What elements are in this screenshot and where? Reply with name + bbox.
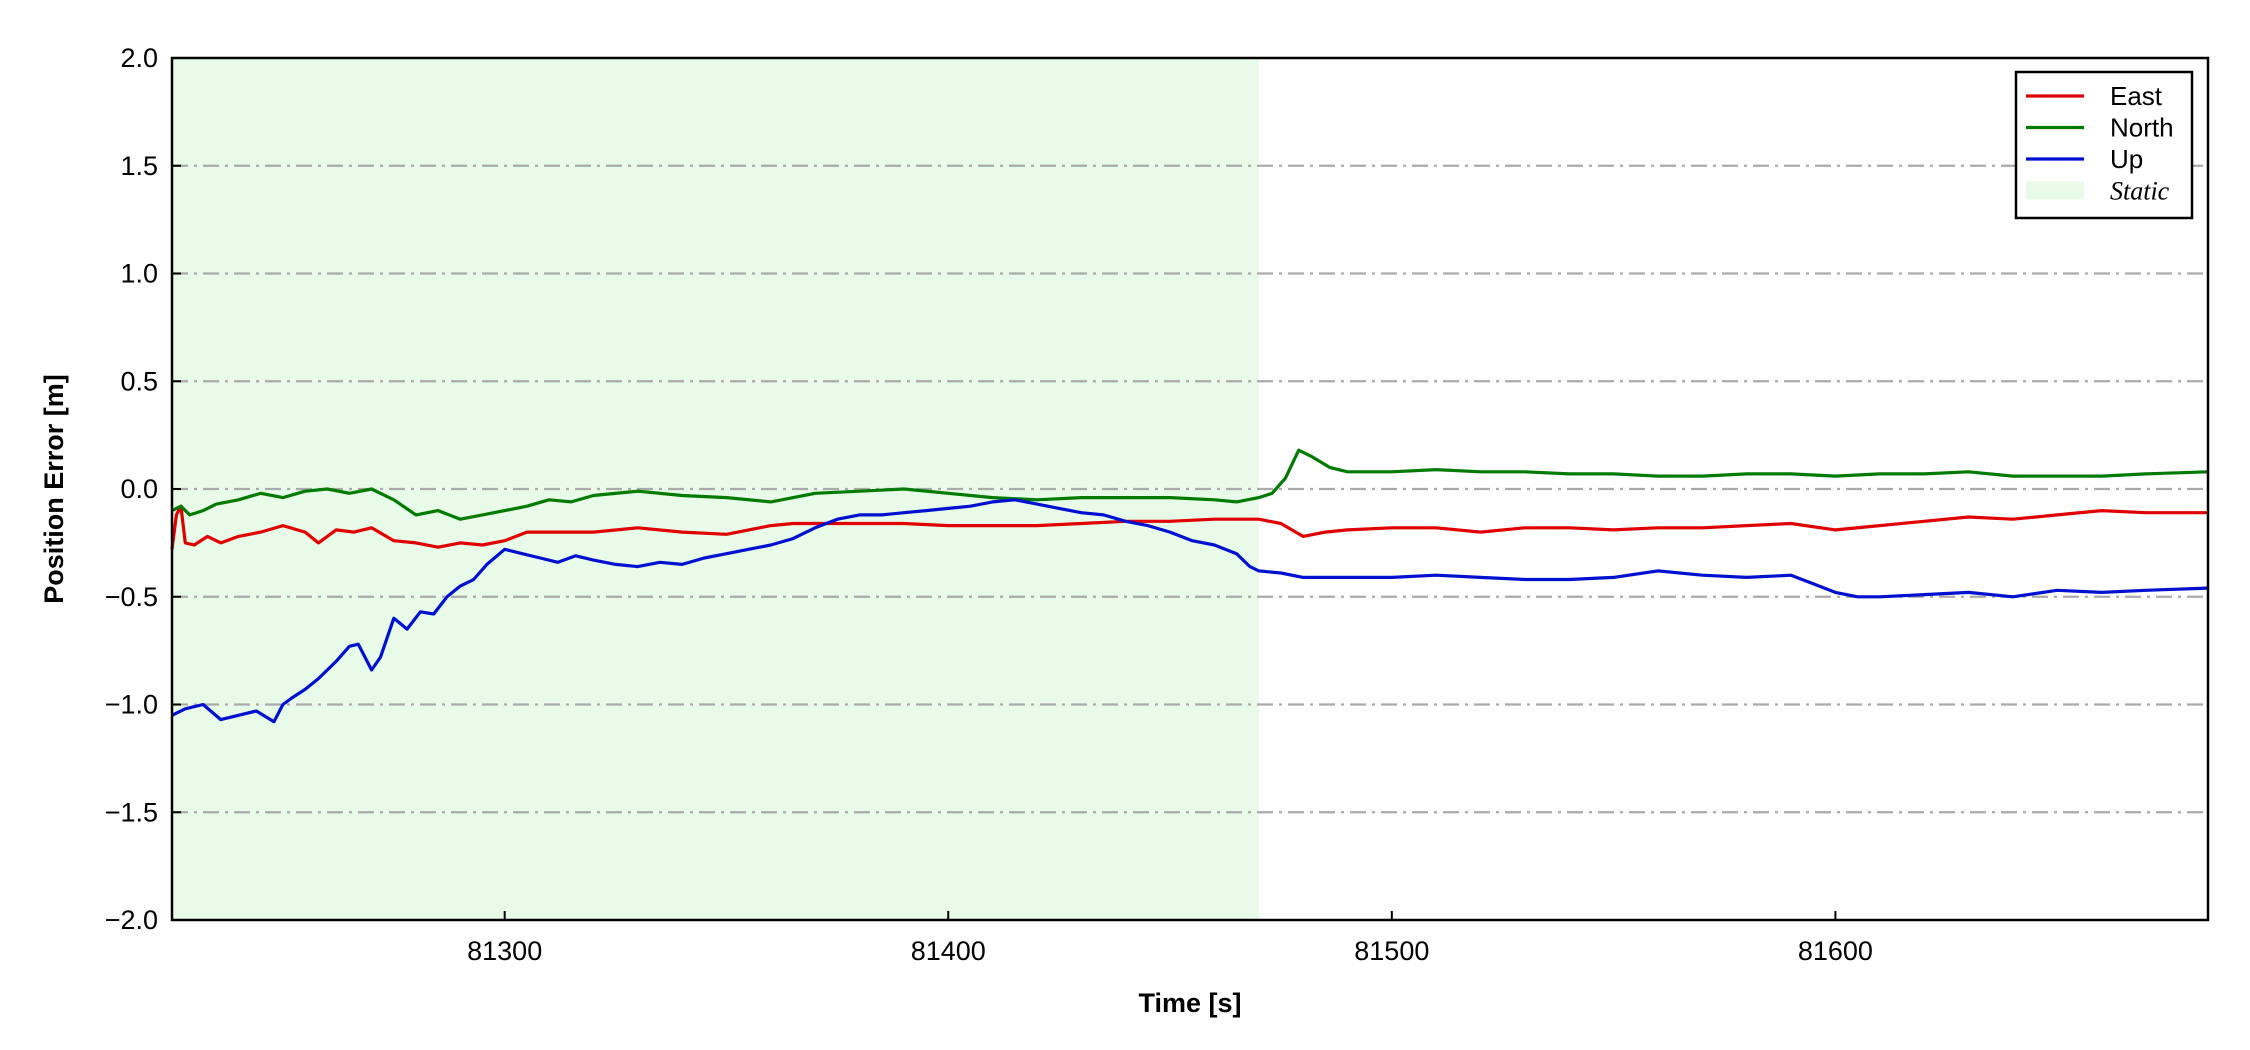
- x-tick-label: 81500: [1354, 936, 1429, 966]
- x-axis-ticks: 81300 81400 81500 81600: [467, 911, 1873, 966]
- y-axis-ticks: 2.0 1.5 1.0 0.5 0.0 −0.5 −1.0 −1.5 −2.0: [105, 43, 181, 935]
- legend-label-static: Static: [2110, 177, 2170, 206]
- legend-swatch-static: [2026, 181, 2084, 200]
- y-axis-title: Position Error [m]: [39, 374, 69, 604]
- x-tick-label: 81600: [1798, 936, 1873, 966]
- legend-label-north: North: [2110, 113, 2174, 143]
- y-tick-label: −0.5: [105, 582, 158, 612]
- y-tick-label: 1.0: [120, 259, 158, 289]
- legend-label-up: Up: [2110, 144, 2143, 174]
- y-tick-label: −1.0: [105, 690, 158, 720]
- y-tick-label: 0.0: [120, 474, 158, 504]
- x-tick-label: 81400: [911, 936, 986, 966]
- y-tick-label: −1.5: [105, 797, 158, 827]
- series-line-east: [170, 504, 2208, 550]
- y-tick-label: 1.5: [120, 151, 158, 181]
- y-tick-label: 0.5: [120, 366, 158, 396]
- legend-label-east: East: [2110, 81, 2163, 111]
- y-tick-label: −2.0: [105, 905, 158, 935]
- x-tick-label: 81300: [467, 936, 542, 966]
- x-axis-title: Time [s]: [1138, 988, 1241, 1018]
- series-line-north: [171, 448, 2209, 521]
- series-line-up: [171, 498, 2209, 724]
- series-layer: [170, 448, 2209, 724]
- y-tick-label: 2.0: [120, 43, 158, 73]
